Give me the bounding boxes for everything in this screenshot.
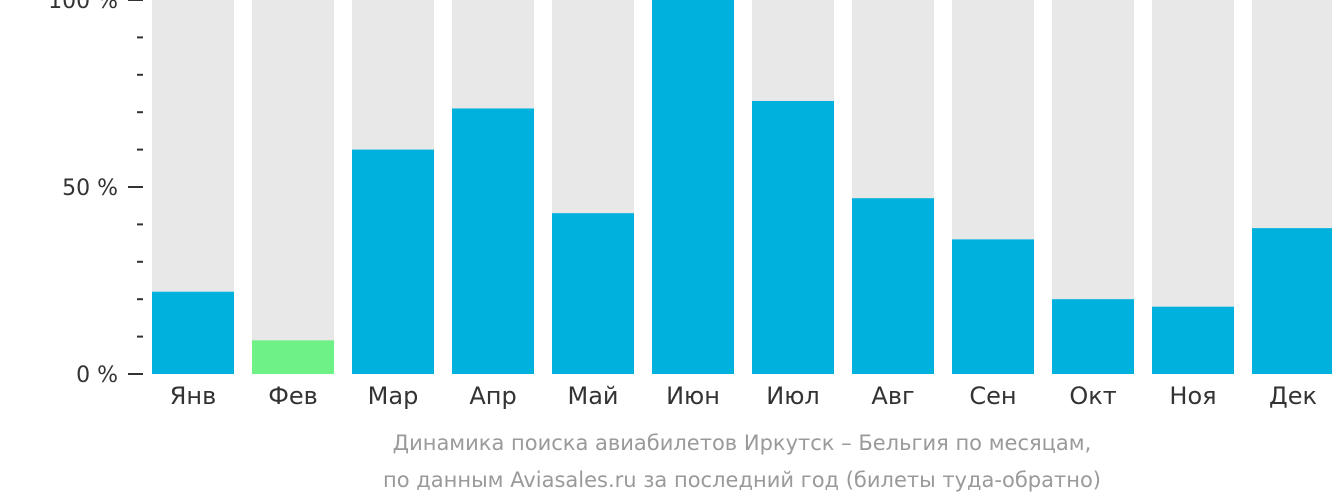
x-tick-label: Фев xyxy=(268,382,318,410)
chart-caption-line-1: Динамика поиска авиабилетов Иркутск – Бе… xyxy=(392,431,1092,455)
bar xyxy=(252,340,334,374)
x-tick-label: Сен xyxy=(969,382,1016,410)
x-tick-label: Окт xyxy=(1069,382,1116,410)
bar xyxy=(1152,306,1234,374)
bar xyxy=(152,291,234,374)
y-tick-label: 50 % xyxy=(62,176,118,201)
bar xyxy=(752,100,834,374)
chart-caption-line-2: по данным Aviasales.ru за последний год … xyxy=(383,468,1101,492)
x-tick-label: Апр xyxy=(469,382,516,410)
x-tick-label: Июн xyxy=(666,382,720,410)
bar xyxy=(452,108,534,375)
bars xyxy=(152,0,1332,375)
y-tick-label: 100 % xyxy=(48,0,118,14)
x-tick-label: Авг xyxy=(871,382,914,410)
y-tick-label: 0 % xyxy=(76,363,118,388)
x-tick-label: Июл xyxy=(766,382,820,410)
bar xyxy=(352,149,434,374)
x-tick-label: Ноя xyxy=(1169,382,1216,410)
bar xyxy=(1052,299,1134,374)
x-axis: Янв Фев Мар Апр Май Июн Июл Авг Сен Окт Ноя Дек xyxy=(170,382,1317,410)
bar xyxy=(852,198,934,374)
y-axis: 0 % 50 % 100 % xyxy=(48,0,143,388)
bar-track xyxy=(252,0,334,374)
bar-chart: 0 % 50 % 100 % Янв Фев Мар Апр Май Июн Июл Авг Сен… xyxy=(48,0,1332,410)
bar xyxy=(1252,228,1332,374)
bar xyxy=(952,239,1034,374)
x-tick-label: Мар xyxy=(368,382,419,410)
bar xyxy=(552,213,634,374)
bar xyxy=(652,0,734,374)
x-tick-label: Май xyxy=(567,382,618,410)
x-tick-label: Дек xyxy=(1269,382,1317,410)
x-tick-label: Янв xyxy=(170,382,217,410)
